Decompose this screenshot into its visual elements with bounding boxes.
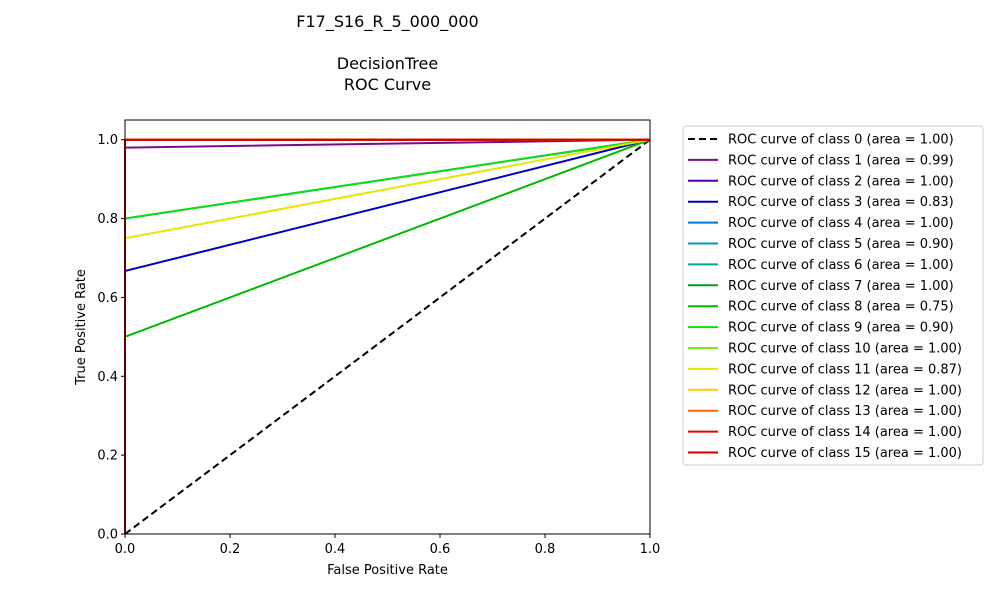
legend-label-class-3: ROC curve of class 3 (area = 0.83) bbox=[728, 195, 954, 210]
legend-label-class-4: ROC curve of class 4 (area = 1.00) bbox=[728, 216, 954, 231]
legend-label-class-8: ROC curve of class 8 (area = 0.75) bbox=[728, 300, 954, 315]
plot-frame bbox=[124, 119, 651, 535]
legend-label-class-1: ROC curve of class 1 (area = 0.99) bbox=[728, 153, 954, 168]
series-line-class-12 bbox=[124, 138, 650, 534]
y-tick-label: 0.0 bbox=[97, 528, 118, 543]
legend-label-class-13: ROC curve of class 13 (area = 1.00) bbox=[728, 404, 962, 419]
ticks-layer: 0.0 0.2 0.4 0.6 0.8 1.0 0.0 0.2 0.4 0.6 0.8 1.0 bbox=[97, 133, 660, 557]
legend-label-class-12: ROC curve of class 12 (area = 1.00) bbox=[728, 383, 962, 398]
series-line-class-0 bbox=[124, 138, 651, 535]
series-line-class-13 bbox=[124, 138, 650, 534]
legend-label-class-15: ROC curve of class 15 (area = 1.00) bbox=[728, 446, 962, 461]
series-line-class-7 bbox=[124, 138, 650, 534]
series-line-class-8 bbox=[124, 138, 651, 534]
y-tick-label: 0.6 bbox=[97, 291, 118, 306]
legend-label-class-9: ROC curve of class 9 (area = 0.90) bbox=[728, 321, 954, 336]
legend-frame bbox=[682, 125, 984, 466]
chart-subtitle-model: DecisionTree bbox=[336, 54, 439, 73]
y-tick-label: 0.4 bbox=[97, 370, 118, 385]
x-axis-label: False Positive Rate bbox=[327, 563, 448, 578]
y-axis-label: True Positive Rate bbox=[74, 269, 89, 386]
x-tick-label: 0.8 bbox=[535, 542, 556, 557]
series-line-class-6 bbox=[124, 138, 650, 534]
series-line-class-15 bbox=[124, 138, 650, 534]
series-line-class-14 bbox=[124, 138, 650, 534]
legend-label-class-7: ROC curve of class 7 (area = 1.00) bbox=[728, 279, 954, 294]
y-tick-label: 0.8 bbox=[97, 212, 118, 227]
legend-label-class-11: ROC curve of class 11 (area = 0.87) bbox=[728, 362, 962, 377]
series-line-class-9 bbox=[124, 138, 651, 534]
series-line-class-10 bbox=[124, 138, 650, 534]
series-layer bbox=[124, 138, 651, 535]
y-tick-label: 1.0 bbox=[97, 133, 118, 148]
series-line-class-4 bbox=[124, 138, 650, 534]
legend-label-class-5: ROC curve of class 5 (area = 0.90) bbox=[728, 237, 954, 252]
chart-title: F17_S16_R_5_000_000 bbox=[296, 12, 479, 31]
legend-label-class-2: ROC curve of class 2 (area = 1.00) bbox=[728, 174, 954, 189]
x-tick-label: 1.0 bbox=[640, 542, 661, 557]
series-line-class-3 bbox=[124, 138, 651, 534]
y-tick-label: 0.2 bbox=[97, 449, 118, 464]
x-tick-label: 0.0 bbox=[115, 542, 136, 557]
series-line-class-5 bbox=[124, 138, 651, 534]
x-tick-label: 0.4 bbox=[325, 542, 346, 557]
legend-label-class-10: ROC curve of class 10 (area = 1.00) bbox=[728, 342, 962, 357]
legend: ROC curve of class 0 (area = 1.00) ROC cu… bbox=[682, 125, 984, 466]
legend-items: ROC curve of class 0 (area = 1.00) ROC cu… bbox=[688, 133, 962, 461]
series-line-class-2 bbox=[124, 138, 650, 534]
legend-label-class-0: ROC curve of class 0 (area = 1.00) bbox=[728, 133, 954, 148]
series-line-class-11 bbox=[124, 138, 651, 534]
series-line-class-1 bbox=[124, 138, 651, 534]
chart-subtitle-curve: ROC Curve bbox=[343, 75, 432, 94]
x-tick-label: 0.6 bbox=[430, 542, 451, 557]
legend-label-class-14: ROC curve of class 14 (area = 1.00) bbox=[728, 425, 962, 440]
legend-label-class-6: ROC curve of class 6 (area = 1.00) bbox=[728, 258, 954, 273]
x-tick-label: 0.2 bbox=[220, 542, 241, 557]
